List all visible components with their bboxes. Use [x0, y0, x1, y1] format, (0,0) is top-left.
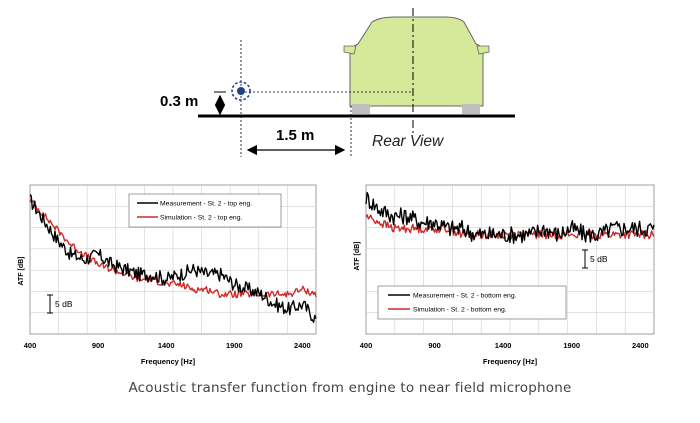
measurement-line-top: [29, 194, 317, 323]
simulation-line-bottom: [365, 214, 655, 240]
chart-bottom-engine: 400 900 1400 1900 2400 ATF [dB] Frequency [H…: [354, 184, 655, 366]
car-wheel-left: [352, 104, 370, 114]
chart-top-engine-ylabel: ATF [dB]: [18, 256, 25, 285]
simulation-line-top: [29, 198, 317, 299]
x-tick-label: 400: [360, 341, 373, 350]
measurement-setup-diagram: 0.3 m 1.5 m Rear View: [160, 8, 515, 157]
chart-bottom-engine-x-ticks: 400 900 1400 1900 2400: [360, 341, 649, 350]
chart-top-engine-series: [29, 194, 317, 323]
x-tick-label: 900: [428, 341, 441, 350]
chart-top-engine: 400 900 1400 1900 2400 ATF [dB] Frequency [H…: [18, 184, 317, 366]
scale-bar-label-bottom: 5 dB: [590, 254, 608, 264]
car-body: [349, 16, 484, 107]
chart-bottom-engine-ylabel: ATF [dB]: [354, 241, 361, 270]
legend-simulation-bottom: Simulation - St. 2 - bottom eng.: [413, 307, 507, 314]
legend-measurement-bottom: Measurement - St. 2 - bottom eng.: [413, 293, 517, 300]
chart-top-engine-x-ticks: 400 900 1400 1900 2400: [24, 341, 311, 350]
legend-measurement-top: Measurement - St. 2 - top eng.: [160, 201, 252, 208]
x-tick-label: 1400: [495, 341, 512, 350]
legend-simulation-top: Simulation - St. 2 - top eng.: [160, 215, 242, 222]
chart-bottom-engine-scale-bar: 5 dB: [582, 249, 608, 269]
view-label: Rear View: [372, 133, 445, 150]
x-tick-label: 900: [92, 341, 105, 350]
height-label: 0.3 m: [160, 93, 198, 110]
chart-bottom-engine-legend: Measurement - St. 2 - bottom eng. Simula…: [377, 285, 567, 320]
microphone-icon: [231, 81, 251, 101]
distance-label: 1.5 m: [276, 127, 314, 144]
scale-bar-label-top: 5 dB: [55, 299, 73, 309]
car-rear-view: [343, 16, 490, 114]
x-tick-label: 1400: [158, 341, 175, 350]
chart-bottom-engine-series: [365, 191, 655, 245]
x-tick-label: 400: [24, 341, 37, 350]
x-tick-label: 1900: [563, 341, 580, 350]
x-tick-label: 2400: [632, 341, 649, 350]
chart-top-engine-scale-bar: 5 dB: [47, 294, 73, 314]
x-tick-label: 2400: [294, 341, 311, 350]
chart-top-engine-xlabel: Frequency [Hz]: [141, 357, 196, 366]
figure-caption: Acoustic transfer function from engine t…: [128, 380, 572, 396]
car-mirror-right: [476, 45, 490, 55]
car-mirror-left: [343, 45, 357, 55]
x-tick-label: 1900: [226, 341, 243, 350]
chart-top-engine-legend: Measurement - St. 2 - top eng. Simulatio…: [128, 193, 282, 228]
car-wheel-right: [462, 104, 480, 114]
measurement-line-bottom: [365, 191, 655, 245]
chart-bottom-engine-xlabel: Frequency [Hz]: [483, 357, 538, 366]
